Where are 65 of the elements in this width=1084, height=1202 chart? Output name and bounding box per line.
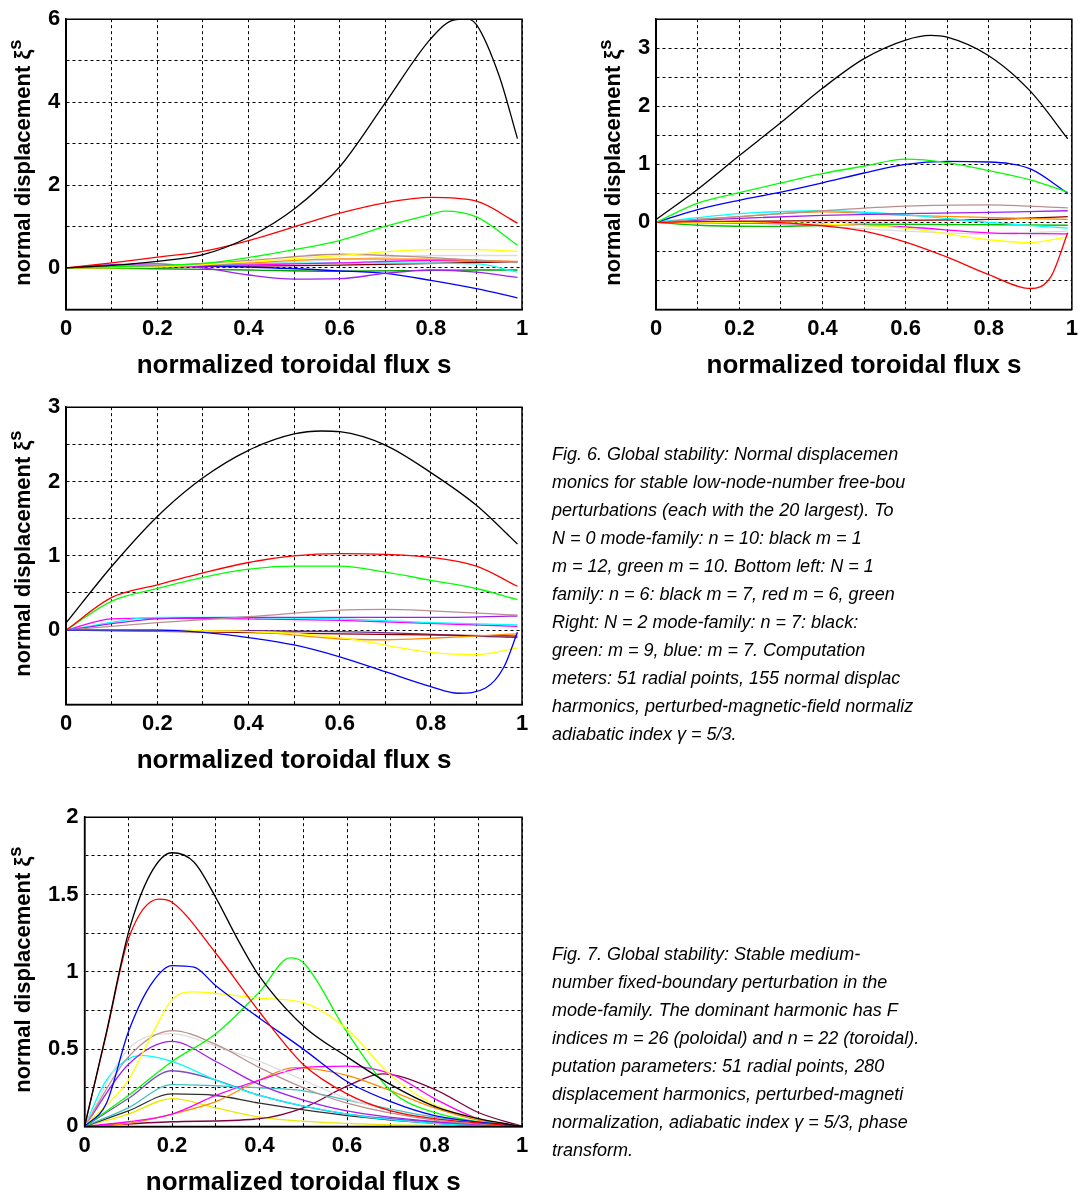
text: meters: 51 radial points, 155 normal displac: [552, 667, 902, 690]
x-tick-label: 0.8: [415, 314, 447, 340]
x-tick-label: 1: [1065, 314, 1079, 340]
x-tick-label: 0.6: [890, 314, 921, 340]
x-tick-label: 0.4: [807, 314, 839, 340]
text: transform.: [552, 1139, 635, 1162]
text: mode-family. The dominant harmonic has F: [552, 999, 900, 1022]
x-tick-label: 0.2: [142, 314, 173, 340]
line-series: [66, 629, 519, 694]
x-tick-label: 0.4: [244, 1131, 276, 1157]
text: N = 0 mode-family: n = 10: black m = 1: [552, 527, 863, 550]
caption: Fig. 6. Global stability: Normal displacemen: [552, 443, 900, 466]
y-tick-label: 0: [637, 208, 651, 234]
text: monics for stable low-node-number free-bou: [552, 471, 907, 494]
x-tick-label: 1: [515, 1131, 529, 1157]
y-tick-label: 0.5: [47, 1035, 79, 1061]
text: harmonics, perturbed-magnetic-field normaliz: [552, 695, 915, 718]
x-tick-label: 0.8: [415, 709, 447, 735]
text: perturbations (each with the 20 largest). To: [552, 499, 895, 522]
y-tick-label: 0: [47, 254, 61, 280]
y-tick-label: 6: [47, 5, 61, 31]
x-axis-title: normalized toroidal flux s: [145, 1165, 461, 1196]
y-tick-label: 2: [637, 92, 651, 118]
text: adiabatic index γ = 5/3.: [552, 723, 738, 746]
caption: Fig. 7. Global stability: Stable medium-: [552, 943, 862, 966]
x-tick-label: 1: [515, 709, 529, 735]
x-tick-label: 0.8: [419, 1131, 450, 1157]
y-tick-label: 0: [47, 616, 61, 642]
y-tick-label: 1.5: [47, 880, 79, 906]
x-tick-label: 0.4: [233, 314, 265, 340]
line-series: [66, 552, 519, 631]
text: family: n = 6: black m = 7, red m = 6, green: [552, 583, 896, 606]
x-tick-label: 0.6: [324, 709, 355, 735]
x-tick-label: 0.2: [156, 1131, 188, 1157]
line-series: [66, 210, 519, 269]
text: normalization, adiabatic index γ = 5/3, phase: [552, 1111, 909, 1134]
y-tick-label: 4: [47, 88, 61, 114]
text: displacement harmonics, perturbed-magneti: [552, 1083, 905, 1106]
line-series: [66, 565, 519, 631]
text: Right: N = 2 mode-family: n = 7: black:: [552, 611, 860, 634]
text: indices m = 26 (poloidal) and n = 22 (toroidal).: [552, 1027, 921, 1050]
y-tick-label: 1: [66, 957, 79, 983]
y-tick-label: 2: [47, 171, 61, 197]
x-tick-label: 0.8: [973, 314, 1005, 340]
y-tick-label: 3: [637, 34, 651, 60]
y-tick-label: 2: [66, 803, 79, 829]
x-axis-title: normalized toroidal flux s: [136, 348, 452, 379]
y-tick-label: 3: [47, 393, 61, 419]
line-series: [656, 220, 1069, 290]
text: number fixed-boundary perturbation in the: [552, 971, 889, 994]
y-tick-label: 2: [47, 467, 61, 493]
x-tick-label: 1: [515, 314, 529, 340]
text: green: m = 9, blue: m = 7. Computation: [552, 639, 867, 662]
x-axis-title: normalized toroidal flux s: [706, 348, 1022, 379]
x-tick-label: 0.4: [233, 709, 265, 735]
x-tick-label: 0.2: [724, 314, 755, 340]
text: putation parameters: 51 radial points, 280: [552, 1055, 886, 1078]
text: m = 12, green m = 10. Bottom left: N = 1: [552, 555, 875, 578]
x-tick-label: 0.2: [142, 709, 173, 735]
x-tick-label: 0.6: [331, 1131, 363, 1157]
x-axis-title: normalized toroidal flux s: [136, 743, 452, 774]
y-tick-label: 1: [637, 150, 651, 176]
x-tick-label: 0.6: [324, 314, 355, 340]
y-tick-label: 0: [66, 1112, 79, 1138]
y-tick-label: 1: [47, 541, 61, 567]
